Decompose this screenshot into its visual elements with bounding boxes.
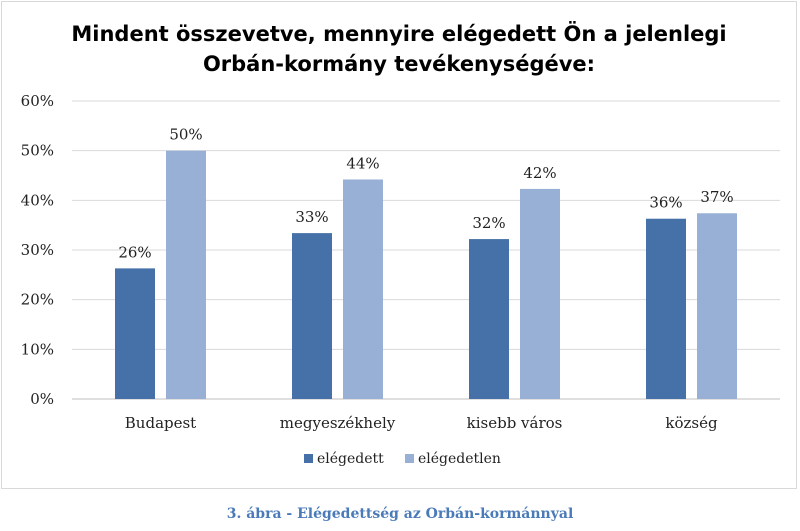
data-label: 50% bbox=[169, 126, 202, 144]
y-tick-label: 0% bbox=[30, 390, 54, 408]
chart-title-line-1: Mindent összevetve, mennyire elégedett Ö… bbox=[71, 21, 726, 46]
bar-chart: Mindent összevetve, mennyire elégedett Ö… bbox=[21, 21, 780, 467]
bars bbox=[115, 150, 737, 399]
y-tick-label: 20% bbox=[21, 291, 54, 309]
bar-elegedetlen bbox=[166, 150, 206, 399]
x-tick-label: község bbox=[665, 414, 718, 432]
bar-elegedetlen bbox=[697, 213, 737, 399]
bar-elegedett bbox=[115, 268, 155, 399]
bar-elegedett bbox=[292, 233, 332, 399]
legend: elégedett elégedetlen bbox=[304, 451, 501, 467]
legend-swatch bbox=[304, 454, 313, 463]
chart-title: Mindent összevetve, mennyire elégedett Ö… bbox=[71, 21, 726, 76]
data-label: 37% bbox=[700, 188, 733, 206]
chart-frame: Mindent összevetve, mennyire elégedett Ö… bbox=[1, 1, 797, 489]
y-tick-label: 60% bbox=[21, 92, 54, 110]
x-axis: Budapest megyeszékhely kisebb város község bbox=[125, 414, 718, 432]
x-tick-label: kisebb város bbox=[467, 414, 563, 432]
bar-elegedett bbox=[469, 239, 509, 399]
legend-label: elégedetlen bbox=[418, 451, 501, 467]
data-labels: 26% 50% 33% 44% 32% 42% 36% 37% bbox=[118, 126, 733, 262]
data-label: 32% bbox=[472, 214, 505, 232]
y-tick-label: 30% bbox=[21, 241, 54, 259]
figure-caption: 3. ábra - Elégedettség az Orbán-kormánny… bbox=[226, 506, 574, 522]
data-label: 33% bbox=[295, 208, 328, 226]
data-label: 42% bbox=[523, 164, 556, 182]
data-label: 26% bbox=[118, 243, 151, 261]
y-axis: 0% 10% 20% 30% 40% 50% 60% bbox=[21, 92, 54, 408]
y-tick-label: 50% bbox=[21, 142, 54, 160]
chart-title-line-2: Orbán-kormány tevékenységéve: bbox=[203, 52, 595, 76]
data-label: 36% bbox=[649, 194, 682, 212]
y-tick-label: 10% bbox=[21, 340, 54, 358]
bar-elegedetlen bbox=[343, 179, 383, 399]
bar-elegedetlen bbox=[520, 188, 560, 399]
legend-swatch bbox=[405, 454, 414, 463]
bar-elegedett bbox=[646, 218, 686, 399]
y-tick-label: 40% bbox=[21, 191, 54, 209]
x-tick-label: megyeszékhely bbox=[280, 414, 396, 432]
data-label: 44% bbox=[346, 154, 379, 172]
x-tick-label: Budapest bbox=[125, 414, 196, 432]
legend-label: elégedett bbox=[317, 451, 384, 467]
